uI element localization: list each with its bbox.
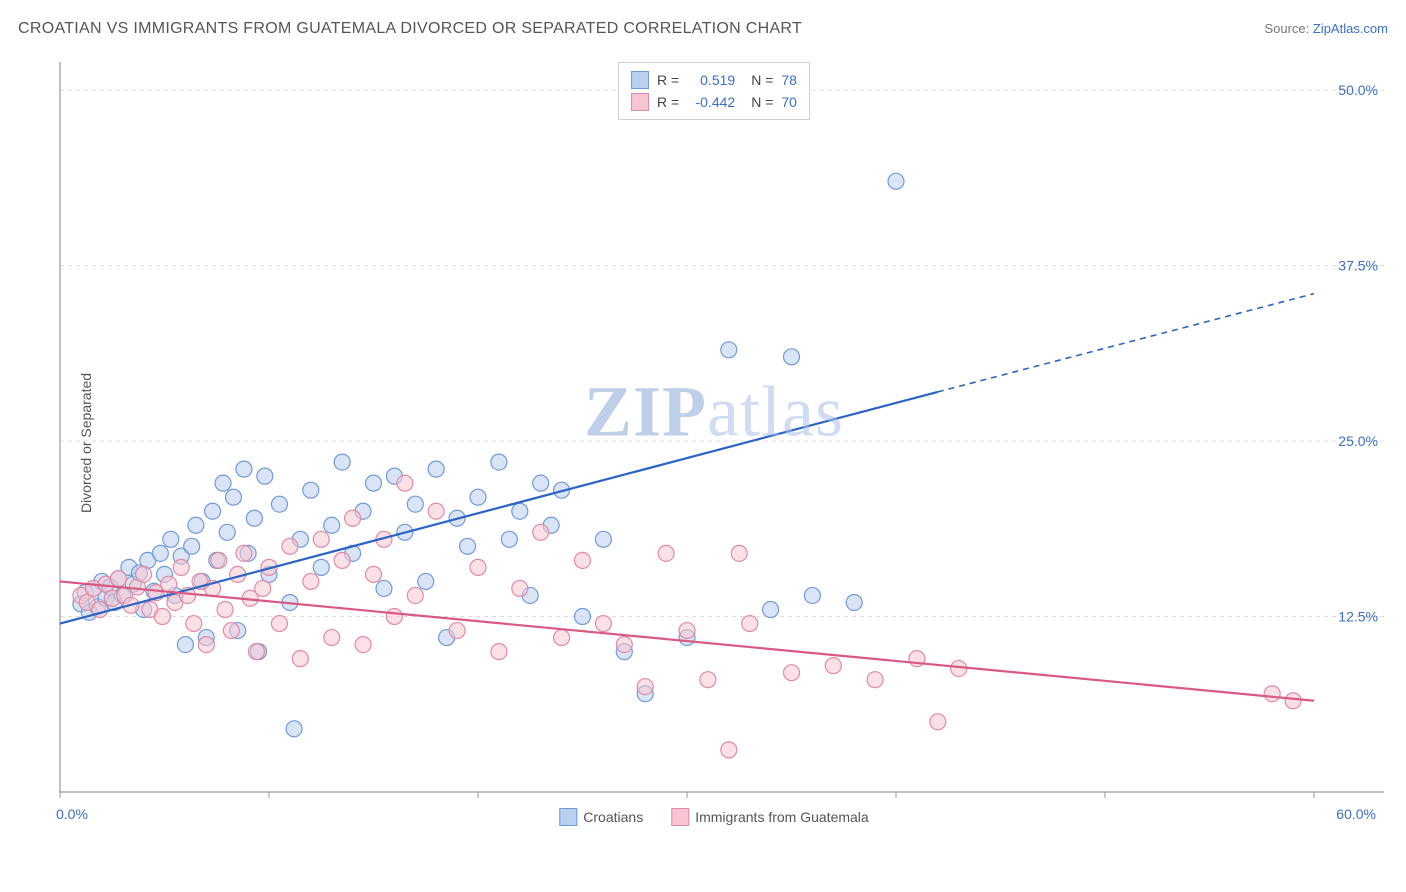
legend-row-1: R = 0.519 N = 78: [631, 69, 797, 91]
y-axis-label: Divorced or Separated: [78, 373, 94, 513]
legend-swatch-guatemala: [631, 93, 649, 111]
n-label: N =: [751, 69, 773, 91]
legend-swatch-croatians: [631, 71, 649, 89]
n-value-croatians: 78: [781, 69, 797, 91]
legend-label: Immigrants from Guatemala: [695, 809, 869, 825]
legend-row-2: R = -0.442 N = 70: [631, 91, 797, 113]
r-label: R =: [657, 69, 679, 91]
source-prefix: Source:: [1264, 21, 1312, 36]
source-link[interactable]: ZipAtlas.com: [1313, 21, 1388, 36]
svg-text:37.5%: 37.5%: [1338, 258, 1378, 274]
svg-text:50.0%: 50.0%: [1338, 82, 1378, 98]
chart-title: CROATIAN VS IMMIGRANTS FROM GUATEMALA DI…: [18, 20, 802, 38]
source-label: Source: ZipAtlas.com: [1264, 21, 1388, 36]
legend-label: Croatians: [583, 809, 643, 825]
x-axis-min-label: 0.0%: [56, 806, 88, 822]
legend-swatch-icon: [559, 808, 577, 826]
r-value-croatians: 0.519: [687, 69, 735, 91]
scatter-chart: 12.5% 25.0% 37.5% 50.0%: [44, 58, 1384, 828]
correlation-legend: R = 0.519 N = 78 R = -0.442 N = 70: [618, 62, 810, 120]
series-legend: Croatians Immigrants from Guatemala: [559, 808, 868, 826]
n-value-guatemala: 70: [781, 91, 797, 113]
legend-swatch-icon: [671, 808, 689, 826]
svg-text:12.5%: 12.5%: [1338, 609, 1378, 625]
x-axis-max-label: 60.0%: [1336, 806, 1376, 822]
plot-area: Divorced or Separated ZIPatlas R = 0.519…: [44, 58, 1384, 828]
n-label: N =: [751, 91, 773, 113]
legend-item-croatians: Croatians: [559, 808, 643, 826]
r-label: R =: [657, 91, 679, 113]
legend-item-guatemala: Immigrants from Guatemala: [671, 808, 869, 826]
svg-text:25.0%: 25.0%: [1338, 433, 1378, 449]
r-value-guatemala: -0.442: [687, 91, 735, 113]
